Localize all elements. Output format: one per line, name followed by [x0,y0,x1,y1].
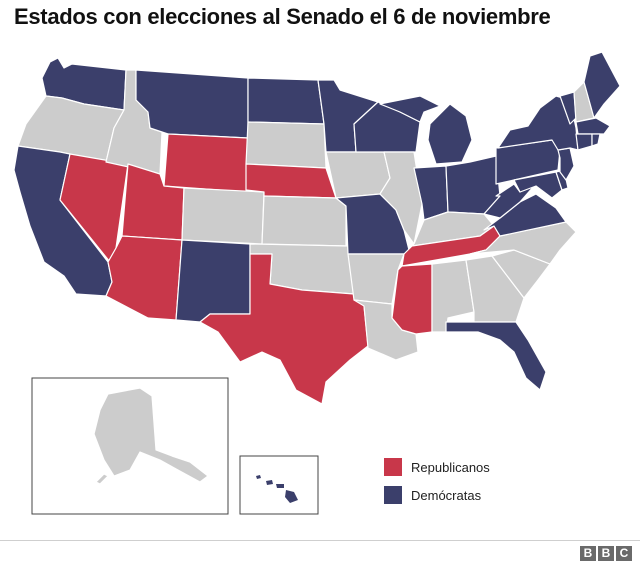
state-louisiana [353,299,419,361]
state-alaska [93,387,209,483]
state-north-dakota [247,77,325,125]
legend-label-democrat: Demócratas [411,487,482,503]
state-south-dakota [245,121,327,169]
state-south-carolina [491,249,551,299]
state-hawaii [256,475,298,503]
state-florida [445,321,547,391]
bbc-logo-letter: B [580,546,596,561]
bbc-logo-letter: B [598,546,614,561]
state-iowa [325,151,391,199]
state-arizona [105,235,183,321]
legend-item-democrat: Demócratas [384,485,481,505]
state-colorado [181,187,265,245]
state-michigan [379,95,473,165]
state-wyoming [163,133,249,193]
state-mississippi [391,263,433,335]
state-arkansas [347,253,405,305]
legend-swatch-republican [384,458,402,476]
legend-swatch-democrat [384,486,402,504]
state-west-virginia [483,183,535,219]
state-connecticut [575,133,593,151]
alaska-aleutian-islands [95,473,109,485]
us-senate-map [13,51,621,515]
state-rhode-island [591,133,601,147]
footer-divider [0,540,640,541]
legend-label-republican: Republicanos [411,459,490,475]
bbc-logo-letter: C [616,546,632,561]
state-texas [199,253,369,405]
state-new-mexico [175,239,251,323]
state-kansas [261,195,347,247]
map-title: Estados con elecciones al Senado el 6 de… [14,4,551,29]
state-massachusetts [575,117,611,135]
bbc-logo: B B C [580,546,632,561]
state-montana [135,69,249,139]
legend-item-republican: Republicanos [384,457,490,477]
